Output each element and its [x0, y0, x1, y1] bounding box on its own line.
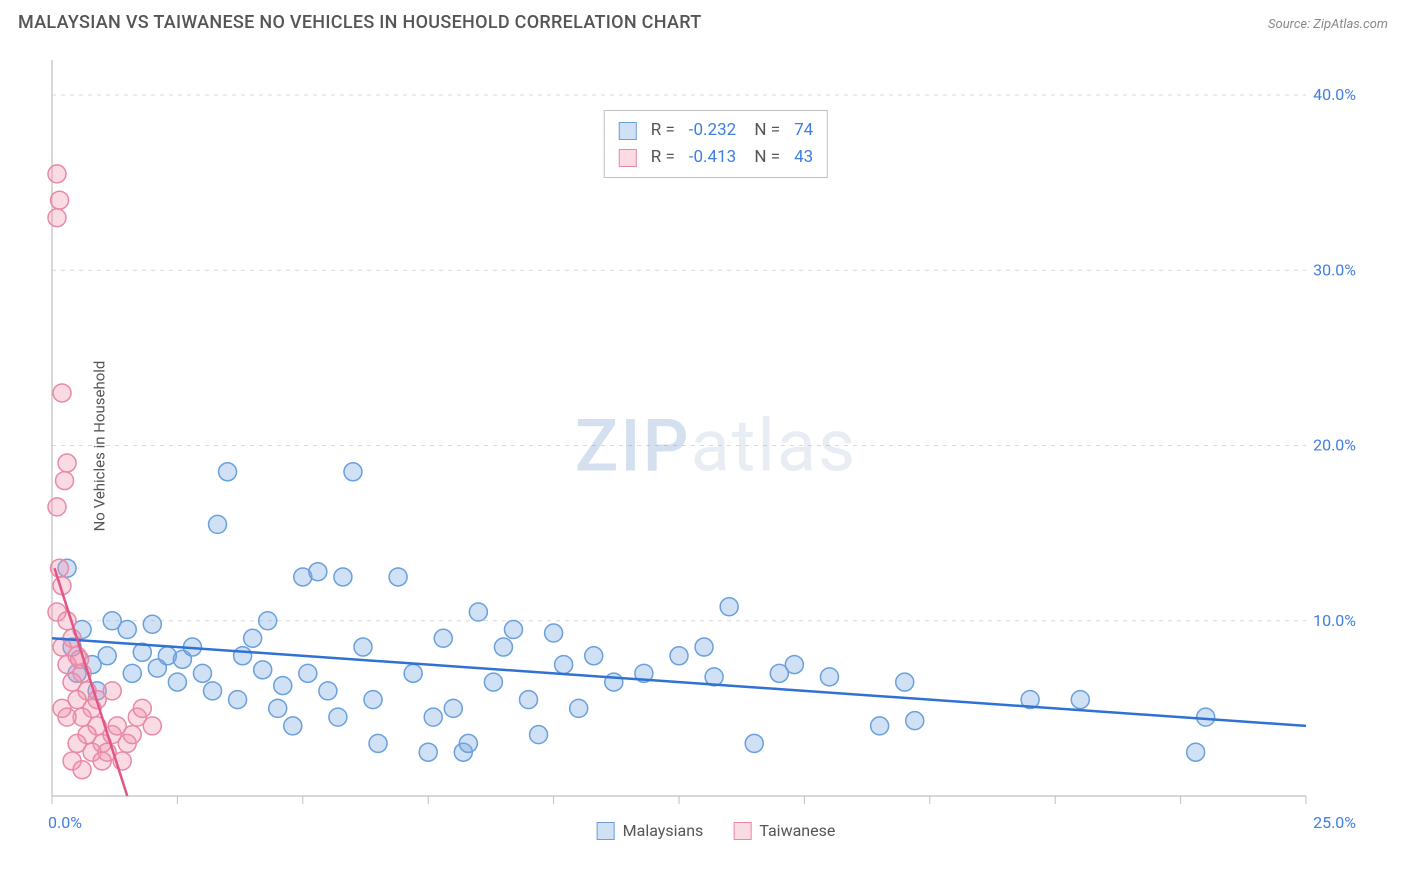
- legend-swatch-icon: [619, 149, 637, 167]
- stats-box: R = -0.232 N = 74 R = -0.413 N = 43: [604, 110, 828, 178]
- stat-n-value: 74: [794, 117, 813, 144]
- stat-r-value: -0.232: [689, 117, 736, 144]
- stat-label-r: R =: [651, 144, 675, 171]
- legend-item-malaysians: Malaysians: [597, 821, 704, 840]
- stat-n-value: 43: [794, 144, 813, 171]
- svg-text:0.0%: 0.0%: [48, 813, 82, 832]
- bottom-legend: Malaysians Taiwanese: [597, 821, 836, 840]
- stat-label-n: N =: [750, 117, 780, 144]
- svg-text:30.0%: 30.0%: [1313, 260, 1356, 279]
- svg-text:40.0%: 40.0%: [1313, 85, 1356, 104]
- plot-container: ZIPatlas 10.0%20.0%30.0%40.0%0.0%25.0% R…: [46, 52, 1386, 840]
- stats-row-taiwanese: R = -0.413 N = 43: [619, 144, 813, 171]
- legend-label: Taiwanese: [759, 821, 835, 840]
- stats-row-malaysians: R = -0.232 N = 74: [619, 117, 813, 144]
- legend-label: Malaysians: [623, 821, 704, 840]
- chart-source: Source: ZipAtlas.com: [1268, 17, 1388, 32]
- stat-label-r: R =: [651, 117, 675, 144]
- svg-text:10.0%: 10.0%: [1313, 611, 1356, 630]
- legend-swatch-icon: [619, 122, 637, 140]
- stat-r-value: -0.413: [689, 144, 736, 171]
- svg-text:20.0%: 20.0%: [1313, 436, 1356, 455]
- legend-swatch-icon: [597, 822, 615, 840]
- legend-swatch-icon: [733, 822, 751, 840]
- chart-title: MALAYSIAN VS TAIWANESE NO VEHICLES IN HO…: [18, 12, 701, 33]
- stat-label-n: N =: [750, 144, 780, 171]
- legend-item-taiwanese: Taiwanese: [733, 821, 835, 840]
- title-bar: MALAYSIAN VS TAIWANESE NO VEHICLES IN HO…: [18, 12, 1388, 33]
- svg-text:25.0%: 25.0%: [1313, 813, 1356, 832]
